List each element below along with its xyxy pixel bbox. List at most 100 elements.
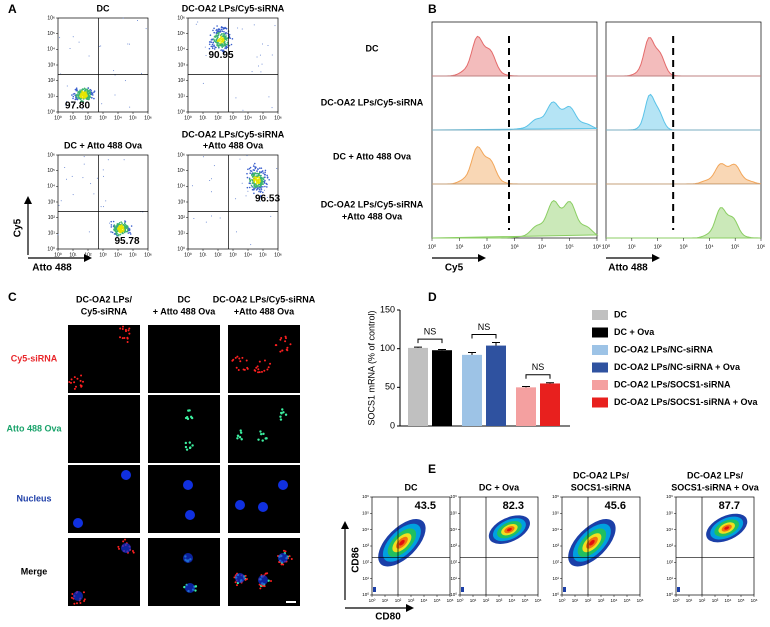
dot: [100, 206, 102, 208]
dot: [220, 44, 223, 47]
dot: [266, 177, 269, 179]
dot: [255, 175, 258, 177]
dot: [137, 20, 139, 22]
density-contour: [399, 539, 405, 546]
dot: [129, 233, 132, 235]
y-tick-label: 10²: [178, 78, 186, 84]
dot: [71, 101, 74, 103]
arrow-head: [84, 254, 92, 262]
error-bar: [414, 346, 422, 348]
dot: [258, 190, 260, 193]
signal: [255, 366, 258, 369]
dot: [252, 172, 255, 175]
dot: [91, 92, 94, 95]
dot: [107, 159, 109, 161]
x-tick-label: 10⁵: [434, 598, 441, 603]
dot: [129, 231, 131, 234]
plot-title: DC + Atto 488 Ova: [64, 140, 143, 150]
dot: [219, 217, 221, 219]
dot: [111, 231, 114, 234]
signal: [184, 445, 188, 449]
dot: [253, 192, 255, 195]
dot: [253, 186, 255, 188]
dot: [250, 244, 252, 246]
dot: [77, 96, 79, 99]
micrograph: [148, 395, 220, 463]
bar: [432, 350, 452, 426]
y-tick-label: 50: [385, 382, 395, 392]
row-label: Nucleus: [16, 493, 51, 503]
x-tick-label: 10⁵: [259, 115, 267, 121]
dot: [257, 174, 259, 177]
dot: [78, 41, 80, 43]
dot: [75, 95, 78, 98]
y-tick-label: 10²: [178, 215, 186, 221]
x-tick-label: 10⁴: [421, 598, 428, 603]
dot: [211, 47, 214, 50]
dot: [87, 90, 90, 93]
dot: [118, 228, 120, 231]
y-tick-label: 10⁰: [177, 246, 185, 252]
dot: [87, 98, 89, 101]
dot: [257, 180, 259, 183]
dot: [123, 159, 125, 161]
dot: [218, 28, 221, 31]
y-tick-label: 10⁴: [177, 47, 185, 53]
signal: [70, 378, 73, 381]
signal: [279, 350, 282, 353]
dot: [256, 188, 259, 190]
x-tick-label: 10¹: [686, 598, 693, 603]
signal: [289, 343, 292, 346]
x-tick-label: 10³: [496, 598, 503, 603]
x-tick-label: 10⁰: [54, 115, 62, 121]
error-bar: [546, 382, 554, 384]
column-header: + Atto 488 Ova: [153, 306, 216, 316]
dot: [225, 27, 228, 30]
dot: [121, 222, 123, 224]
dot: [210, 45, 213, 48]
dot: [220, 28, 223, 31]
signal: [126, 337, 129, 340]
dot: [72, 97, 74, 100]
dot: [246, 155, 248, 157]
bar: [540, 383, 560, 426]
signal: [73, 376, 76, 379]
y-tick-label: 10⁶: [47, 152, 55, 158]
dot: [265, 182, 268, 185]
dot: [255, 186, 257, 189]
dot: [258, 167, 261, 169]
x-tick-label: 10³: [712, 598, 719, 603]
dot: [222, 49, 225, 52]
y-tick-label: 10⁵: [47, 168, 55, 174]
bracket: [417, 338, 443, 344]
dot: [128, 229, 131, 231]
signal: [284, 335, 287, 338]
y-tick-label: 10⁶: [177, 152, 185, 158]
signal: [259, 430, 262, 433]
x-tick-label: 10⁰: [428, 243, 437, 250]
dot: [210, 215, 212, 217]
signal: [189, 415, 193, 419]
signal: [185, 448, 189, 451]
dot: [124, 230, 126, 232]
dot: [127, 43, 129, 45]
dot: [123, 225, 126, 227]
column-header: +Atto 488 Ova: [234, 306, 295, 316]
error-bar: [492, 341, 500, 346]
dot: [117, 222, 119, 225]
gate-value: 96.53: [255, 194, 280, 205]
signal: [281, 349, 284, 352]
signal: [118, 547, 121, 550]
dot: [113, 224, 116, 226]
dot: [215, 38, 218, 41]
x-tick-label: 10²: [483, 244, 491, 250]
plot-title: SOCS1-siRNA + Ova: [671, 482, 759, 492]
nucleus: [235, 573, 245, 583]
plot-title: DC-OA2 LPs/: [687, 470, 744, 480]
event-strip: [677, 587, 680, 592]
nucleus: [235, 500, 245, 510]
dot: [205, 221, 207, 223]
dot: [256, 172, 259, 175]
dot: [88, 231, 90, 233]
dot: [81, 97, 84, 99]
